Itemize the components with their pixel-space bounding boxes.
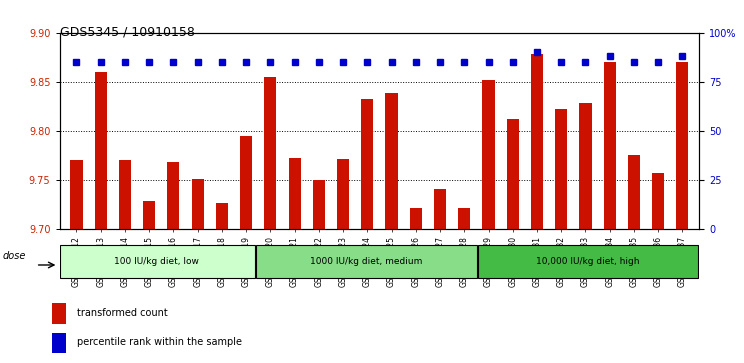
Text: 1000 IU/kg diet, medium: 1000 IU/kg diet, medium xyxy=(310,257,422,266)
Text: dose: dose xyxy=(3,251,26,261)
Bar xyxy=(337,159,349,229)
Bar xyxy=(192,179,204,229)
Bar xyxy=(628,155,640,229)
Bar xyxy=(52,303,66,324)
Bar xyxy=(531,54,543,229)
Bar xyxy=(257,245,477,278)
Bar xyxy=(240,136,252,229)
Bar xyxy=(434,189,446,229)
Bar xyxy=(143,201,155,229)
Bar xyxy=(385,93,397,229)
Bar xyxy=(478,245,698,278)
Bar xyxy=(289,158,301,229)
Bar xyxy=(482,80,495,229)
Bar xyxy=(264,77,277,229)
Text: GDS5345 / 10910158: GDS5345 / 10910158 xyxy=(60,25,194,38)
Bar xyxy=(312,180,325,229)
Text: 10,000 IU/kg diet, high: 10,000 IU/kg diet, high xyxy=(536,257,639,266)
Bar xyxy=(458,208,470,229)
Bar xyxy=(216,203,228,229)
Bar xyxy=(652,173,664,229)
Text: percentile rank within the sample: percentile rank within the sample xyxy=(77,337,242,347)
Bar xyxy=(603,62,616,229)
Bar xyxy=(676,62,688,229)
Bar xyxy=(580,103,591,229)
Bar xyxy=(555,109,567,229)
Bar xyxy=(167,162,179,229)
Bar xyxy=(507,119,519,229)
Bar xyxy=(94,72,107,229)
Bar xyxy=(52,333,66,353)
Text: 100 IU/kg diet, low: 100 IU/kg diet, low xyxy=(115,257,199,266)
Bar xyxy=(71,160,83,229)
Bar xyxy=(60,245,255,278)
Bar xyxy=(119,160,131,229)
Bar xyxy=(362,99,373,229)
Bar xyxy=(410,208,422,229)
Text: transformed count: transformed count xyxy=(77,308,167,318)
